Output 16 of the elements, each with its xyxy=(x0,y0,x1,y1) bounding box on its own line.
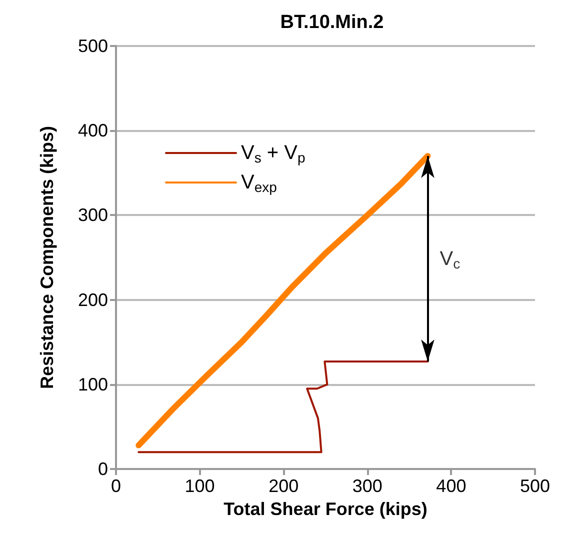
y-tick-label: 500 xyxy=(78,36,108,56)
y-tick-label: 300 xyxy=(78,205,108,226)
y-tick-label: 100 xyxy=(78,374,108,394)
y-axis-title: Resistance Components (kips) xyxy=(37,126,57,390)
x-tick-label: 100 xyxy=(184,476,215,496)
y-tick-label: 0 xyxy=(98,459,108,479)
line-series xyxy=(138,360,429,454)
x-tick-label: 400 xyxy=(436,476,466,496)
y-tick-label: 200 xyxy=(78,290,108,310)
x-axis-title: Total Shear Force (kips) xyxy=(224,498,428,519)
y-tick-label: 400 xyxy=(78,120,108,141)
x-tick-label: 500 xyxy=(520,476,550,496)
chart-title: BT.10.Min.2 xyxy=(280,12,384,33)
x-tick-label: 200 xyxy=(268,476,299,496)
x-tick-label: 300 xyxy=(352,476,382,496)
x-tick-label: 0 xyxy=(110,476,122,496)
